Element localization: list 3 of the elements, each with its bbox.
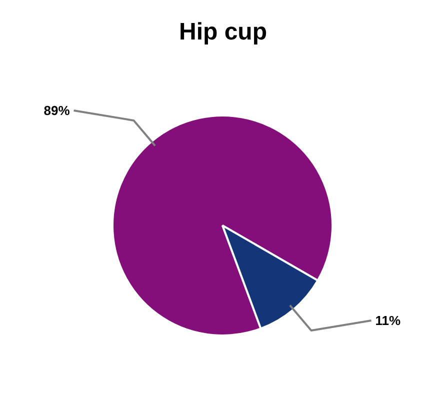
data-label: 11% <box>375 313 401 328</box>
chart-title: Hip cup <box>179 18 267 46</box>
data-label: 89% <box>44 102 70 118</box>
